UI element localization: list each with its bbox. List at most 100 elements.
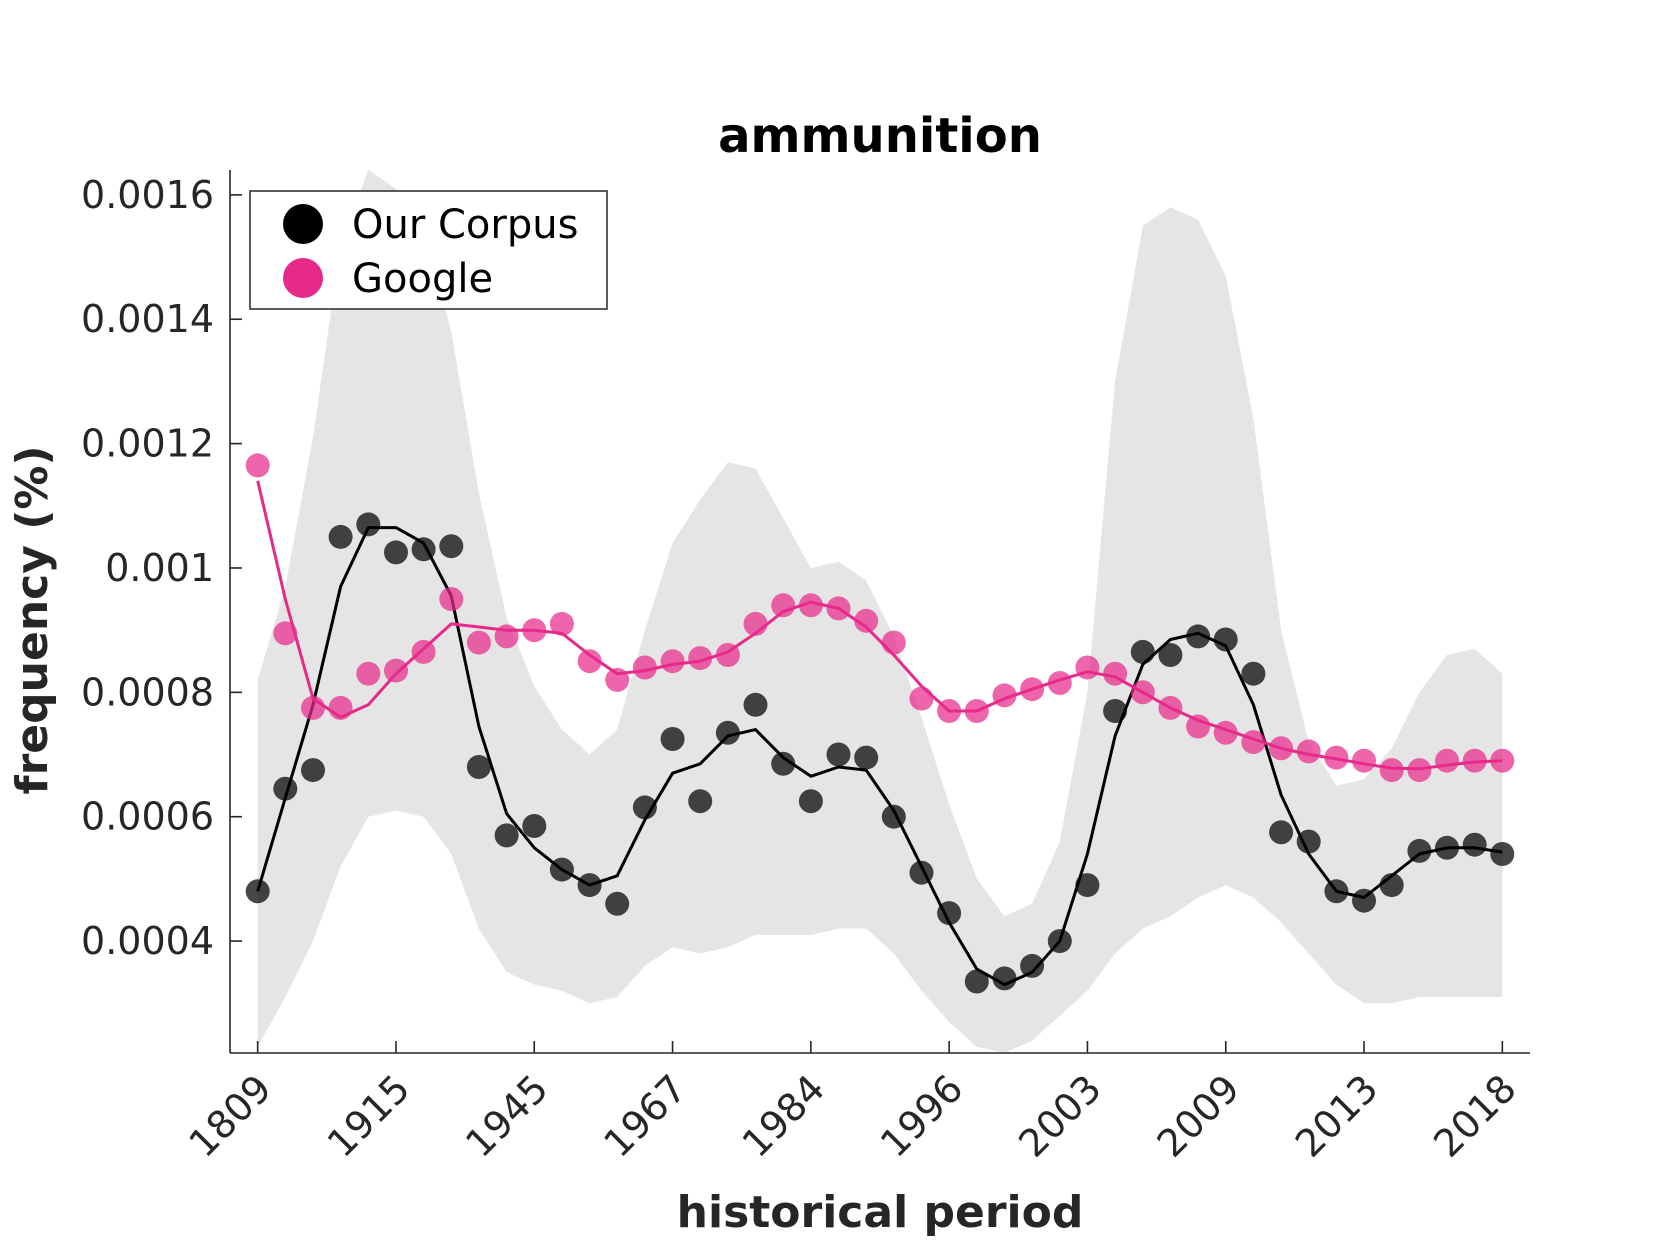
data-point-our-corpus: [1435, 835, 1459, 860]
data-point-google: [1213, 720, 1238, 745]
data-point-google: [1158, 695, 1183, 720]
data-point-our-corpus: [1379, 873, 1404, 898]
data-point-google: [715, 643, 740, 667]
data-point-our-corpus: [1130, 639, 1155, 664]
series-points-google: [245, 453, 1515, 783]
data-point-google: [771, 593, 796, 618]
data-point-google: [605, 667, 630, 692]
data-point-our-corpus: [1241, 661, 1266, 686]
data-point-our-corpus: [1462, 832, 1487, 857]
data-point-google: [273, 621, 298, 646]
y-axis-title: frequency (%): [7, 445, 58, 794]
data-point-our-corpus: [771, 751, 796, 776]
data-point-google: [1435, 748, 1459, 773]
y-tick-label: 0.0016: [81, 173, 214, 217]
data-point-our-corpus: [826, 742, 851, 767]
data-point-our-corpus: [688, 789, 713, 814]
data-point-google: [1324, 745, 1349, 770]
data-point-our-corpus: [1020, 953, 1045, 978]
data-point-our-corpus: [245, 879, 270, 904]
data-point-google: [1296, 739, 1321, 764]
y-axis-ticks: 0.0004 0.0006 0.0008 0.001 0.0012 0.0014 0.001…: [81, 173, 242, 963]
data-point-our-corpus: [273, 776, 298, 801]
data-point-our-corpus: [992, 966, 1017, 991]
data-point-google: [494, 624, 519, 649]
data-point-google: [826, 596, 851, 621]
y-tick-label: 0.0004: [81, 919, 214, 963]
data-point-our-corpus: [1186, 624, 1211, 649]
data-point-our-corpus: [494, 823, 519, 848]
data-point-google: [577, 649, 602, 674]
data-point-our-corpus: [909, 860, 934, 885]
data-point-our-corpus: [1490, 842, 1515, 866]
data-point-our-corpus: [549, 857, 574, 882]
data-point-google: [1407, 758, 1432, 783]
series-line-our-corpus: [256, 526, 1503, 987]
data-point-our-corpus: [632, 795, 657, 820]
data-point-google: [798, 593, 823, 618]
data-point-our-corpus: [1075, 873, 1100, 898]
x-axis-title: historical period: [677, 1187, 1084, 1238]
data-point-our-corpus: [1352, 888, 1376, 913]
data-point-our-corpus: [1407, 838, 1432, 863]
chart-title: ammunition: [718, 108, 1042, 164]
data-point-google: [549, 611, 574, 636]
data-point-google: [1379, 758, 1404, 783]
data-point-our-corpus: [798, 789, 823, 814]
data-point-our-corpus: [1296, 829, 1321, 854]
data-point-google: [632, 655, 657, 680]
data-point-google: [1020, 677, 1045, 702]
y-tick-label: 0.001: [105, 546, 214, 590]
data-point-google: [245, 453, 270, 478]
legend: Our Corpus Google: [249, 190, 608, 310]
legend-label-our-corpus: Our Corpus: [352, 202, 578, 248]
data-point-google: [854, 608, 879, 633]
data-point-our-corpus: [439, 534, 464, 559]
data-point-google: [660, 649, 685, 674]
data-point-our-corpus: [937, 901, 962, 926]
y-tick-label: 0.0008: [81, 670, 214, 714]
data-point-google: [301, 695, 325, 720]
confidence-band: [257, 170, 1503, 1053]
data-point-our-corpus: [411, 537, 436, 562]
data-point-our-corpus: [854, 745, 879, 770]
legend-marker-google: [283, 258, 323, 298]
data-point-our-corpus: [881, 804, 906, 829]
y-tick-label: 0.0006: [81, 795, 214, 839]
data-point-google: [964, 699, 989, 723]
data-point-google: [688, 646, 713, 671]
data-point-google: [1103, 661, 1128, 686]
data-point-our-corpus: [1213, 627, 1238, 652]
plot-area: 0.0004 0.0006 0.0008 0.001 0.0012 0.0014 0.001…: [81, 170, 1530, 1166]
data-point-our-corpus: [522, 814, 547, 838]
data-point-google: [743, 611, 768, 636]
data-point-google: [1130, 680, 1155, 705]
data-point-google: [1352, 748, 1376, 773]
data-point-google: [1269, 736, 1294, 761]
data-point-our-corpus: [1158, 643, 1183, 667]
data-point-google: [466, 630, 491, 655]
data-point-our-corpus: [384, 540, 408, 565]
legend-marker-our-corpus: [283, 204, 323, 244]
data-point-google: [909, 686, 934, 711]
series-line-google: [256, 480, 1503, 771]
data-point-our-corpus: [660, 727, 685, 751]
data-point-our-corpus: [715, 720, 740, 745]
data-point-our-corpus: [605, 891, 630, 916]
data-point-our-corpus: [964, 969, 989, 994]
data-point-google: [1047, 671, 1072, 695]
data-point-our-corpus: [328, 524, 353, 549]
data-point-google: [1241, 730, 1266, 755]
legend-label-google: Google: [352, 256, 493, 302]
data-point-our-corpus: [301, 758, 325, 783]
data-point-our-corpus: [1269, 820, 1294, 845]
data-point-google: [1075, 655, 1100, 680]
data-point-google: [522, 618, 547, 643]
data-point-google: [439, 587, 464, 612]
data-point-our-corpus: [466, 755, 491, 779]
data-point-google: [384, 658, 408, 683]
data-point-google: [937, 699, 962, 723]
data-point-our-corpus: [1103, 699, 1128, 723]
data-point-our-corpus: [1324, 879, 1349, 904]
